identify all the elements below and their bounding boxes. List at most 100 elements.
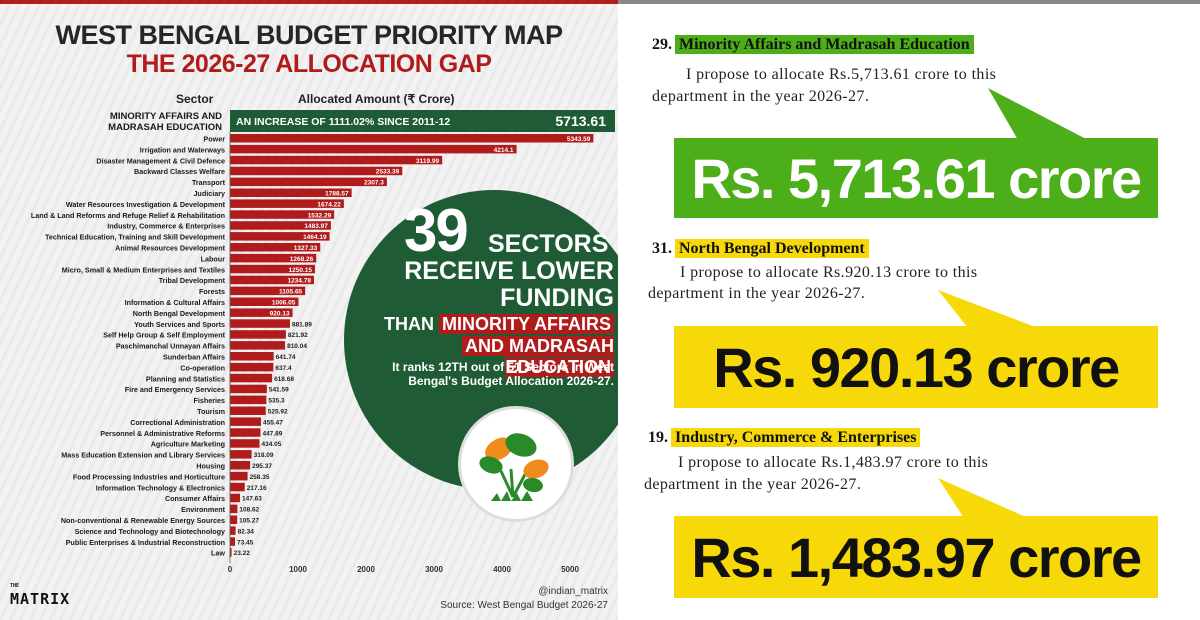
flower-logo-icon <box>479 433 549 501</box>
bar-38 <box>230 548 232 557</box>
value-label-6: 1674.22 <box>317 201 341 208</box>
category-label-21: Co-operation <box>180 363 225 372</box>
highlight-label-line1: MINORITY AFFAIRS AND <box>110 111 222 122</box>
bar-14 <box>230 286 306 296</box>
value-label-21: 637.4 <box>275 365 292 372</box>
bar-6 <box>230 199 344 208</box>
category-label-6: Water Resources Investigation & Developm… <box>66 200 226 209</box>
category-label-11: Labour <box>201 254 226 263</box>
highlight-banner-text: AN INCREASE OF 1111.02% SINCE 2011-12 <box>236 116 450 128</box>
category-label-38: Law <box>211 549 225 558</box>
bar-36 <box>230 526 236 535</box>
bar-7 <box>230 210 335 219</box>
social-handle: @indian_matrix <box>538 586 608 597</box>
item-2-amount-bubble: Rs. 920.13 crore <box>674 326 1158 408</box>
value-label-34: 108.62 <box>239 507 259 514</box>
value-label-29: 318.09 <box>254 452 274 459</box>
callout-madrasah: AND MADRASAH EDUCATION <box>350 336 614 378</box>
category-label-16: North Bengal Development <box>133 309 226 318</box>
item-1-number: 29. <box>652 36 672 53</box>
item-3-text-line2: department in the year 2026-27. <box>644 476 862 493</box>
item-1-amount-bubble: Rs. 5,713.61 crore <box>674 138 1158 218</box>
bar-31 <box>230 471 248 481</box>
value-label-11: 1268.26 <box>290 256 314 263</box>
highlight-label-line2: MADRASAH EDUCATION <box>108 122 222 133</box>
source-note: Source: West Bengal Budget 2026-27 <box>440 600 608 611</box>
item-1-text-line1: I propose to allocate Rs.5,713.61 crore … <box>686 66 997 83</box>
callout-number: 39 <box>404 197 469 264</box>
value-label-18: 821.92 <box>288 332 308 339</box>
bar-19 <box>230 341 286 350</box>
bar-21 <box>230 362 274 372</box>
value-label-17: 881.89 <box>292 321 312 328</box>
value-label-14: 1105.65 <box>279 289 303 296</box>
bar-1 <box>230 144 517 154</box>
category-label-15: Information & Cultural Affairs <box>125 298 225 307</box>
item-2-number: 31. <box>652 240 672 257</box>
brand-logo: THE MATRIX <box>10 583 70 608</box>
value-label-1: 4214.1 <box>494 147 514 154</box>
value-label-22: 618.68 <box>274 376 294 383</box>
category-label-23: Fire and Emergency Services <box>125 385 225 394</box>
bar-10 <box>230 243 321 252</box>
x-tick-0: 0 <box>228 565 233 574</box>
value-label-4: 2307.3 <box>364 180 384 187</box>
value-label-2: 3119.99 <box>416 158 440 165</box>
callout-than: THAN MINORITY AFFAIRS <box>368 314 614 335</box>
item-3-text-line1: I propose to allocate Rs.1,483.97 crore … <box>678 454 989 471</box>
bar-29 <box>230 450 252 459</box>
x-tick-4: 4000 <box>493 565 511 574</box>
bar-5 <box>230 188 352 197</box>
category-label-4: Transport <box>192 178 226 187</box>
bar-27 <box>230 428 261 437</box>
category-label-31: Food Processing Industries and Horticult… <box>73 472 225 481</box>
category-label-13: Tribal Development <box>159 276 226 285</box>
value-label-30: 295.37 <box>252 463 272 470</box>
value-label-16: 920.13 <box>270 310 290 317</box>
category-label-37: Public Enterprises & Industrial Reconstr… <box>66 538 225 547</box>
highlight-row: AN INCREASE OF 1111.02% SINCE 2011-12 57… <box>108 110 615 133</box>
bar-3 <box>230 166 403 176</box>
bar-24 <box>230 395 267 405</box>
item-1-heading: 29. Minority Affairs and Madrasah Educati… <box>652 35 974 54</box>
value-label-23: 541.59 <box>269 387 289 394</box>
bar-26 <box>230 417 261 426</box>
category-label-2: Disaster Management & Civil Defence <box>96 156 225 165</box>
bar-28 <box>230 439 260 448</box>
value-label-31: 258.35 <box>250 474 270 481</box>
value-label-15: 1006.05 <box>272 300 296 307</box>
bar-13 <box>230 275 314 285</box>
bar-35 <box>230 515 238 524</box>
item-1-title: Minority Affairs and Madrasah Education <box>675 35 974 54</box>
item-2-heading: 31. North Bengal Development <box>652 239 869 258</box>
bar-17 <box>230 319 290 328</box>
value-label-12: 1250.15 <box>289 267 313 274</box>
value-label-27: 447.89 <box>262 430 282 437</box>
highlight-value: 5713.61 <box>555 113 606 129</box>
value-label-8: 1483.97 <box>304 223 328 230</box>
item-3-title: Industry, Commerce & Enterprises <box>671 428 921 447</box>
item-3-heading: 19. Industry, Commerce & Enterprises <box>648 428 921 447</box>
value-label-37: 73.45 <box>237 539 254 546</box>
value-label-28: 434.05 <box>262 441 282 448</box>
highlight-bar <box>230 110 615 132</box>
bar-16 <box>230 308 293 317</box>
category-label-28: Agriculture Marketing <box>151 440 225 449</box>
x-tick-2: 2000 <box>357 565 375 574</box>
callout-receive-lower: RECEIVE LOWER <box>404 257 614 285</box>
value-label-5: 1788.57 <box>325 191 349 198</box>
callout-funding: FUNDING <box>500 284 614 312</box>
callout-sectors: SECTORS <box>488 230 609 258</box>
value-label-36: 82.34 <box>238 528 255 535</box>
value-label-7: 1532.29 <box>308 212 332 219</box>
x-tick-3: 3000 <box>425 565 443 574</box>
x-tick-5: 5000 <box>561 565 579 574</box>
bar-12 <box>230 264 316 274</box>
category-label-30: Housing <box>196 462 225 471</box>
bar-37 <box>230 537 235 546</box>
category-label-12: Micro, Small & Medium Enterprises and Te… <box>62 265 225 274</box>
category-label-24: Fisheries <box>193 396 225 405</box>
value-label-3: 2533.39 <box>376 169 400 176</box>
category-label-19: Paschimanchal Unnayan Affairs <box>116 342 225 351</box>
callout-than-highlight: MINORITY AFFAIRS <box>438 314 614 334</box>
